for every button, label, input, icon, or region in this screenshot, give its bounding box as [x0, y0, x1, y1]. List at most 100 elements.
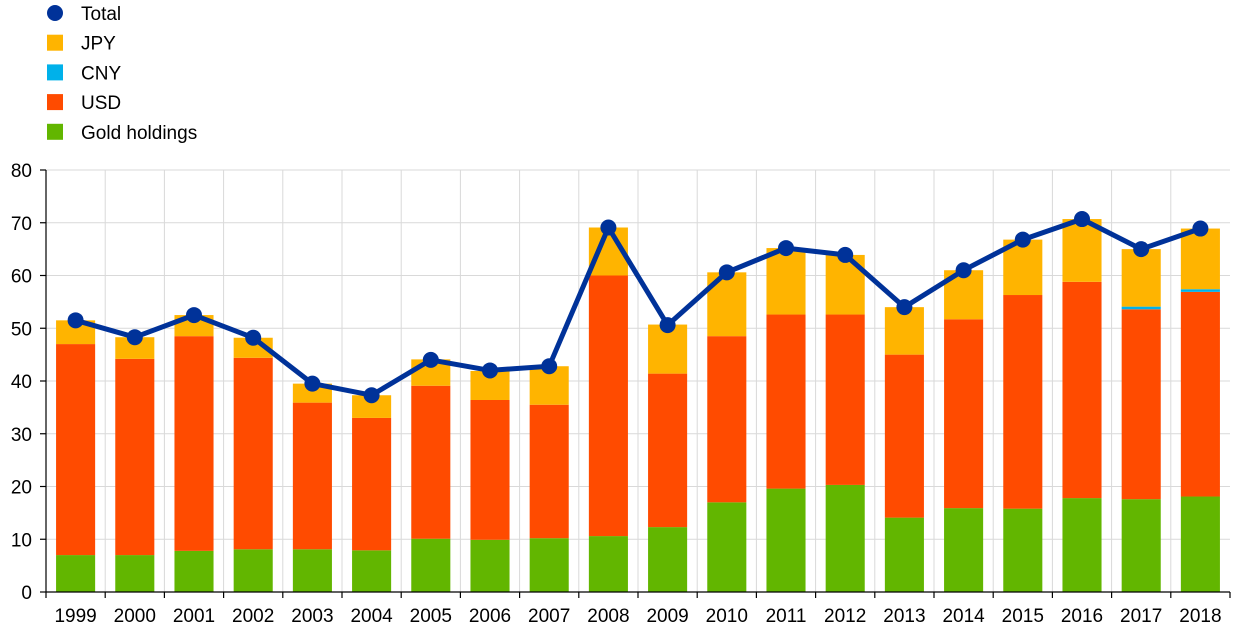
bar-usd-2002: [233, 357, 273, 550]
bar-gold-holdings-2017: [1121, 499, 1161, 592]
bar-jpy-2004: [352, 395, 392, 418]
total-point-2008: [600, 219, 617, 236]
bar-gold-holdings-2015: [1003, 508, 1043, 592]
total-point-2001: [186, 307, 202, 324]
x-tick-label-2010: 2010: [706, 606, 748, 627]
total-point-2014: [955, 262, 972, 279]
legend-label-total: Total: [81, 4, 121, 25]
bar-gold-holdings-2009: [648, 527, 688, 592]
legend-swatch-gold-holdings: [47, 123, 63, 140]
y-tick-label-80: 80: [11, 161, 32, 182]
total-line-path: [74, 216, 1202, 398]
bar-gold-holdings-2008: [588, 536, 628, 592]
total-point-2006: [482, 362, 498, 379]
bar-usd-2011: [766, 314, 806, 489]
chart-tick-labels: 0 10 20 30 40 50 60 70 80 1999 2000 2001 2002 2003 200…: [11, 161, 1222, 627]
bar-usd-2015: [1003, 295, 1043, 509]
bar-gold-holdings-2016: [1062, 498, 1102, 592]
total-point-2013: [896, 299, 913, 316]
legend-swatch-total: [47, 5, 63, 21]
bar-gold-holdings-1999: [56, 555, 96, 592]
bar-usd-2005: [411, 385, 451, 539]
bar-gold-holdings-2002: [233, 549, 273, 592]
bar-usd-2014: [944, 319, 984, 509]
bar-usd-2007: [529, 404, 569, 539]
bar-usd-1999: [56, 344, 96, 556]
chart-axes: [40, 169, 1231, 598]
bar-gold-holdings-2003: [292, 549, 332, 592]
bar-gold-holdings-2013: [884, 517, 924, 592]
x-tick-label-2007: 2007: [528, 606, 570, 627]
total-series-line: [67, 211, 1209, 404]
total-point-2002: [245, 329, 262, 346]
x-tick-label-2006: 2006: [469, 606, 511, 627]
x-tick-label-2012: 2012: [824, 606, 866, 627]
bar-usd-2016: [1062, 281, 1102, 499]
bar-usd-2013: [884, 354, 924, 518]
bar-usd-2001: [174, 336, 214, 551]
bar-gold-holdings-2018: [1180, 496, 1220, 592]
total-point-2015: [1014, 231, 1031, 248]
chart-bars: [56, 219, 1220, 592]
bar-gold-holdings-2000: [115, 555, 155, 592]
total-point-2016: [1074, 211, 1090, 228]
bar-gold-holdings-2011: [766, 488, 806, 592]
bar-jpy-2011: [766, 248, 806, 315]
y-tick-label-50: 50: [11, 319, 32, 340]
total-point-2018: [1192, 220, 1209, 237]
bar-gold-holdings-2012: [825, 484, 865, 592]
x-tick-label-2008: 2008: [587, 606, 629, 627]
total-point-2004: [363, 387, 380, 404]
x-tick-label-2004: 2004: [350, 606, 393, 627]
x-tick-label-2002: 2002: [232, 606, 274, 627]
chart-legend: Total JPY CNY USD Gold holdings: [47, 4, 197, 144]
legend-label-gold-holdings: Gold holdings: [81, 123, 197, 144]
total-point-2003: [304, 375, 321, 392]
x-tick-label-2001: 2001: [173, 606, 215, 627]
bar-usd-2017: [1121, 309, 1161, 500]
x-tick-label-2005: 2005: [410, 606, 452, 627]
x-tick-label-2003: 2003: [291, 606, 333, 627]
legend-label-cny: CNY: [81, 63, 121, 84]
bar-gold-holdings-2010: [707, 502, 747, 592]
x-tick-label-2014: 2014: [942, 606, 985, 627]
y-tick-label-20: 20: [11, 478, 32, 499]
x-tick-label-2017: 2017: [1120, 606, 1162, 627]
x-tick-label-2009: 2009: [646, 606, 688, 627]
y-tick-label-30: 30: [11, 425, 32, 446]
total-point-2005: [422, 351, 439, 368]
bar-cny-2018: [1180, 289, 1220, 292]
bar-jpy-1999: [56, 320, 96, 345]
bar-jpy-2018: [1180, 228, 1220, 290]
bar-gold-holdings-2007: [529, 538, 569, 592]
bar-usd-2004: [352, 417, 392, 551]
legend-swatch-jpy: [47, 34, 63, 51]
legend-swatch-cny: [47, 64, 63, 81]
x-tick-label-2015: 2015: [1002, 606, 1044, 627]
x-tick-label-2013: 2013: [883, 606, 925, 627]
bar-jpy-2003: [292, 383, 332, 403]
bar-usd-2000: [115, 358, 155, 556]
bar-cny-2017: [1121, 306, 1161, 310]
x-tick-label-2011: 2011: [766, 606, 807, 627]
bar-gold-holdings-2005: [411, 538, 451, 592]
bar-usd-2010: [707, 336, 747, 503]
x-tick-label-2000: 2000: [114, 606, 156, 627]
bar-gold-holdings-2001: [174, 550, 214, 592]
bar-jpy-2017: [1121, 249, 1161, 307]
bar-usd-2012: [825, 314, 865, 485]
bar-gold-holdings-2014: [944, 508, 984, 592]
total-point-1999: [67, 312, 84, 329]
legend-label-usd: USD: [81, 93, 121, 114]
y-tick-label-70: 70: [11, 214, 32, 235]
total-point-2012: [837, 246, 854, 263]
total-point-2017: [1133, 241, 1150, 258]
x-tick-label-1999: 1999: [54, 606, 96, 627]
bar-usd-2006: [470, 399, 510, 540]
total-point-2009: [659, 317, 676, 334]
bar-gold-holdings-2006: [470, 539, 510, 592]
y-tick-label-0: 0: [21, 583, 32, 604]
chart-grid: [46, 169, 1230, 593]
y-tick-label-40: 40: [11, 372, 32, 393]
total-point-2007: [541, 358, 558, 375]
